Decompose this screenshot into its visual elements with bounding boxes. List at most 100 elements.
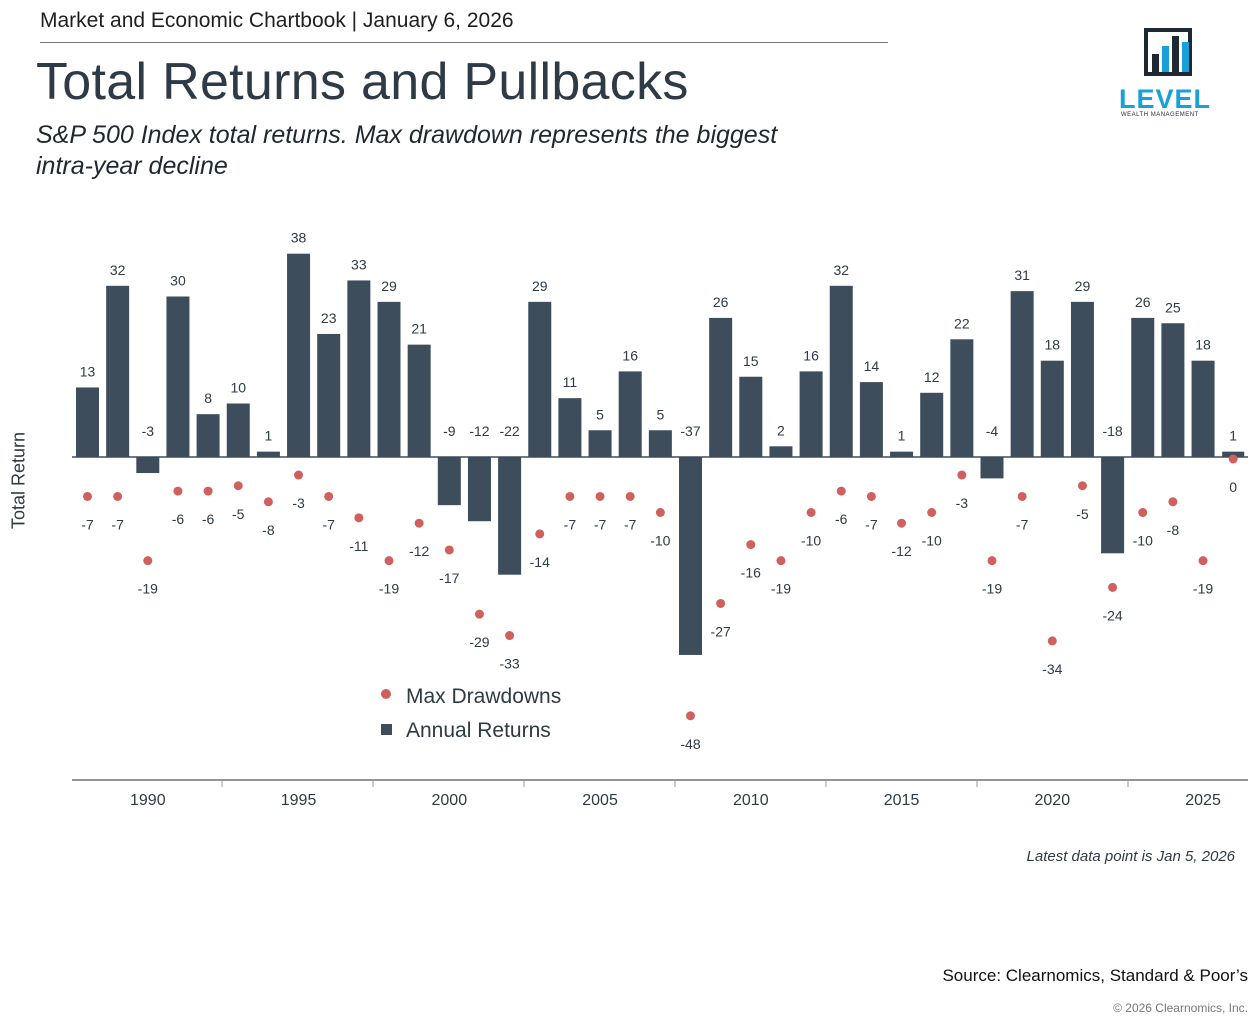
return-bar-1996 [317,333,341,457]
drawdown-label-2008: -48 [680,736,700,752]
drawdown-label-2012: -10 [801,533,821,549]
drawdown-dot-2014 [866,491,876,501]
return-bar-2004 [558,398,582,457]
return-bar-2016 [920,392,944,457]
return-bar-1999 [407,344,431,457]
page-subtitle: S&P 500 Index total returns. Max drawdow… [36,121,778,180]
drawdown-dot-2002 [505,631,515,641]
source-line: Source: Clearnomics, Standard & Poor’s [942,966,1248,985]
return-bar-1990 [136,457,160,474]
return-bar-2023 [1131,317,1155,457]
x-tick-2010: 2010 [733,792,769,809]
return-label-2024: 25 [1165,299,1181,315]
drawdown-dot-2018 [987,556,997,566]
drawdown-label-1993: -5 [232,506,245,522]
drawdown-label-1996: -7 [322,516,335,532]
return-bar-2006 [618,371,642,457]
return-label-1994: 1 [265,428,273,444]
drawdown-label-2023: -10 [1133,533,1153,549]
drawdown-dot-2017 [957,470,967,480]
return-bar-2015 [890,451,914,457]
drawdown-label-2019: -7 [1016,516,1029,532]
drawdown-label-2004: -7 [564,516,577,532]
return-bar-2013 [829,285,853,457]
drawdown-label-1990: -19 [138,581,158,597]
drawdown-label-1998: -19 [379,581,399,597]
return-bar-2018 [980,457,1004,479]
return-bar-2003 [528,301,552,457]
return-bar-2009 [709,317,733,457]
return-label-2002: -22 [499,423,519,439]
return-label-2004: 11 [563,374,578,390]
latest-data-note: Latest data point is Jan 5, 2026 [1026,848,1235,865]
return-label-2018: -4 [986,423,999,439]
drawdown-label-2026: 0 [1229,479,1237,495]
x-tick-2025: 2025 [1185,792,1221,809]
drawdown-dot-1999 [414,518,424,528]
return-bar-2026 [1222,451,1245,457]
drawdown-dot-2021 [1077,481,1087,491]
return-label-2019: 31 [1014,267,1030,283]
logo-subtext: WEALTH MANAGEMENT [1121,112,1199,118]
drawdown-label-2016: -10 [922,533,942,549]
drawdown-dot-1998 [384,556,394,566]
return-label-2021: 29 [1075,278,1091,294]
return-bar-2007 [648,430,672,457]
drawdown-dot-2012 [806,508,816,517]
drawdown-dot-2007 [655,508,665,517]
drawdown-label-2002: -33 [499,656,519,672]
return-label-1992: 8 [204,390,212,406]
return-label-1999: 21 [411,321,427,337]
return-label-1990: -3 [142,423,155,439]
chartbook-header: Market and Economic Chartbook | January … [40,9,514,32]
return-bar-2014 [859,382,883,457]
return-label-2011: 2 [777,422,785,438]
return-bar-1993 [226,403,250,457]
return-label-2016: 12 [924,369,940,385]
return-label-1996: 23 [321,310,337,326]
return-bar-1992 [196,414,220,457]
drawdown-dot-2016 [927,508,937,517]
x-tick-1995: 1995 [281,792,317,809]
drawdown-label-2010: -16 [741,565,761,581]
return-bar-2001 [467,457,491,522]
drawdown-dot-2026 [1228,454,1238,464]
return-bar-2012 [799,371,823,457]
copyright: © 2026 Clearnomics, Inc. [1113,1001,1248,1015]
drawdown-label-1989: -7 [111,516,124,532]
drawdown-dot-1995 [294,470,304,480]
return-label-2012: 16 [803,347,819,363]
return-label-1991: 30 [170,273,186,289]
drawdown-dot-1991 [173,486,183,496]
drawdown-label-2009: -27 [711,623,731,639]
return-label-1998: 29 [381,278,397,294]
drawdown-label-2013: -6 [835,511,848,527]
return-bar-2025 [1191,360,1215,457]
return-bar-2010 [739,376,763,457]
drawdown-label-2003: -14 [530,554,550,570]
legend-return-marker [381,724,392,735]
return-bar-2019 [1010,291,1034,457]
drawdown-dot-2010 [746,540,756,550]
return-label-2000: -9 [443,423,456,439]
legend-return-label: Annual Returns [406,719,551,742]
drawdown-dot-2013 [836,486,846,496]
drawdown-dot-2008 [686,711,695,721]
return-bar-1988 [76,387,99,457]
drawdown-dot-2019 [1017,491,1027,501]
return-bar-2017 [950,339,974,457]
drawdown-label-1995: -3 [292,495,305,511]
x-tick-2015: 2015 [884,792,920,809]
return-label-2013: 32 [833,262,849,278]
return-label-1989: 32 [110,262,126,278]
drawdown-dot-2011 [776,556,786,566]
drawdown-dot-2022 [1108,582,1118,592]
return-label-1997: 33 [351,256,367,272]
drawdown-dot-2025 [1198,556,1208,566]
x-tick-2020: 2020 [1035,792,1071,809]
drawdown-dot-2000 [444,545,454,555]
drawdown-dot-1994 [263,497,273,507]
return-label-2026: 1 [1229,428,1237,444]
header-divider [40,42,888,43]
